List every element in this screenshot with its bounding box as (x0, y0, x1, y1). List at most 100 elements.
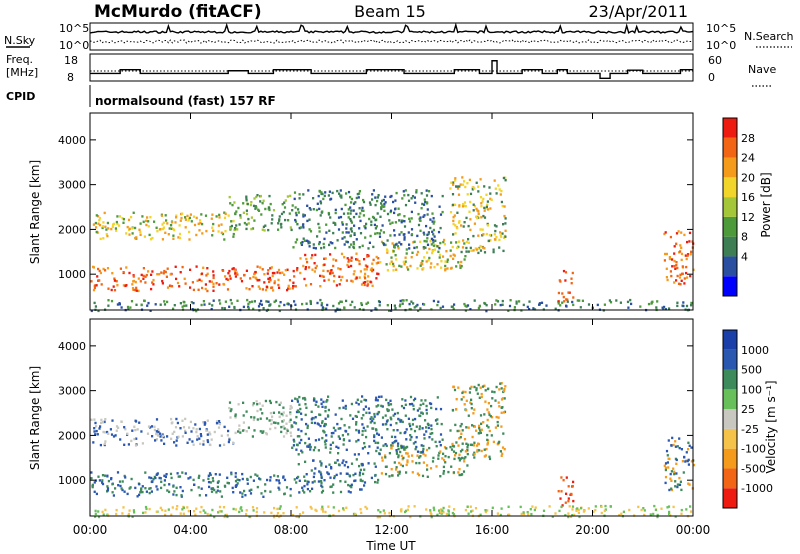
velocity-cell (480, 395, 483, 399)
power-cell (423, 256, 426, 259)
velocity-cell (184, 429, 187, 433)
velocity-cell (286, 428, 289, 431)
power-cell (116, 215, 119, 218)
colorbar-tick-label: -1000 (741, 482, 773, 495)
power-cell (393, 244, 396, 247)
velocity-cell (289, 411, 292, 414)
power-cell (489, 207, 492, 210)
velocity-cell (151, 435, 154, 438)
velocity-cell (448, 505, 451, 508)
velocity-cell (164, 509, 167, 512)
velocity-cell (245, 410, 248, 413)
power-cell (522, 303, 525, 307)
velocity-cell (198, 437, 201, 440)
velocity-cell (315, 400, 318, 403)
velocity-cell (329, 451, 332, 454)
velocity-cell (278, 403, 281, 406)
velocity-cell (430, 402, 433, 406)
velocity-cell (155, 418, 159, 421)
power-cell (568, 291, 571, 294)
power-cell (340, 252, 344, 256)
power-cell (688, 231, 692, 235)
velocity-cell (377, 433, 380, 436)
power-cell (407, 193, 410, 197)
power-cell (371, 262, 374, 265)
colorbar-swatch (723, 197, 737, 217)
velocity-cell (478, 427, 481, 430)
power-cell (371, 215, 375, 219)
velocity-cell (202, 440, 205, 443)
velocity-cell (480, 428, 483, 431)
velocity-cell (148, 491, 151, 495)
colorbar-tick-label: 28 (741, 132, 755, 145)
power-cell (460, 265, 463, 268)
power-cell (342, 212, 346, 215)
velocity-cell (218, 420, 221, 423)
velocity-cell (475, 388, 478, 392)
power-cell (466, 182, 469, 185)
velocity-cell (468, 391, 471, 394)
power-cell (495, 225, 498, 228)
velocity-cell (355, 401, 358, 404)
velocity-cell (180, 495, 183, 498)
velocity-cell (477, 432, 480, 435)
power-cell (414, 201, 417, 204)
power-cell (458, 220, 461, 223)
velocity-cell (362, 408, 365, 411)
power-cell (647, 302, 651, 306)
velocity-cell (248, 515, 251, 518)
power-cell (215, 215, 218, 218)
power-cell (161, 223, 164, 226)
power-cell (426, 233, 429, 237)
velocity-cell (503, 387, 506, 391)
power-cell (567, 291, 570, 294)
velocity-cell (411, 402, 414, 406)
power-cell (430, 243, 433, 246)
velocity-cell (452, 450, 456, 453)
velocity-cell (256, 485, 259, 489)
power-cell (416, 267, 419, 270)
power-cell (495, 235, 498, 239)
velocity-cell (207, 477, 210, 480)
velocity-cell (266, 478, 269, 482)
velocity-cell (466, 448, 469, 452)
velocity-cell (159, 435, 162, 438)
velocity-cell (428, 436, 431, 439)
velocity-cell (674, 480, 677, 483)
power-cell (304, 266, 308, 269)
velocity-cell (335, 445, 338, 448)
power-cell (369, 234, 372, 238)
power-cell (403, 194, 406, 197)
velocity-cell (377, 478, 380, 482)
velocity-cell (441, 457, 444, 460)
velocity-cell (361, 479, 364, 483)
velocity-cell (439, 475, 442, 478)
power-cell (297, 211, 300, 214)
power-cell (432, 222, 435, 225)
velocity-cell (399, 431, 402, 435)
power-cell (386, 249, 389, 253)
power-cell (377, 261, 380, 264)
power-cell (432, 299, 435, 303)
power-cell (200, 272, 204, 275)
velocity-cell (274, 426, 277, 430)
power-cell (302, 226, 305, 229)
power-cell (335, 259, 338, 262)
power-cell (494, 229, 497, 233)
power-cell (425, 260, 428, 263)
power-data (90, 176, 695, 313)
power-cell (381, 204, 384, 207)
velocity-cell (227, 482, 230, 485)
power-cell (358, 190, 361, 193)
colorbar-frame (722, 117, 738, 297)
velocity-cell (466, 443, 470, 446)
velocity-cell (321, 405, 324, 408)
power-cell (431, 230, 434, 233)
velocity-cell (559, 497, 562, 500)
power-cell (104, 225, 107, 228)
power-cell (486, 224, 489, 227)
power-cell (122, 221, 125, 224)
power-cell (343, 236, 346, 239)
power-cell (340, 300, 343, 303)
velocity-cell (175, 486, 178, 489)
